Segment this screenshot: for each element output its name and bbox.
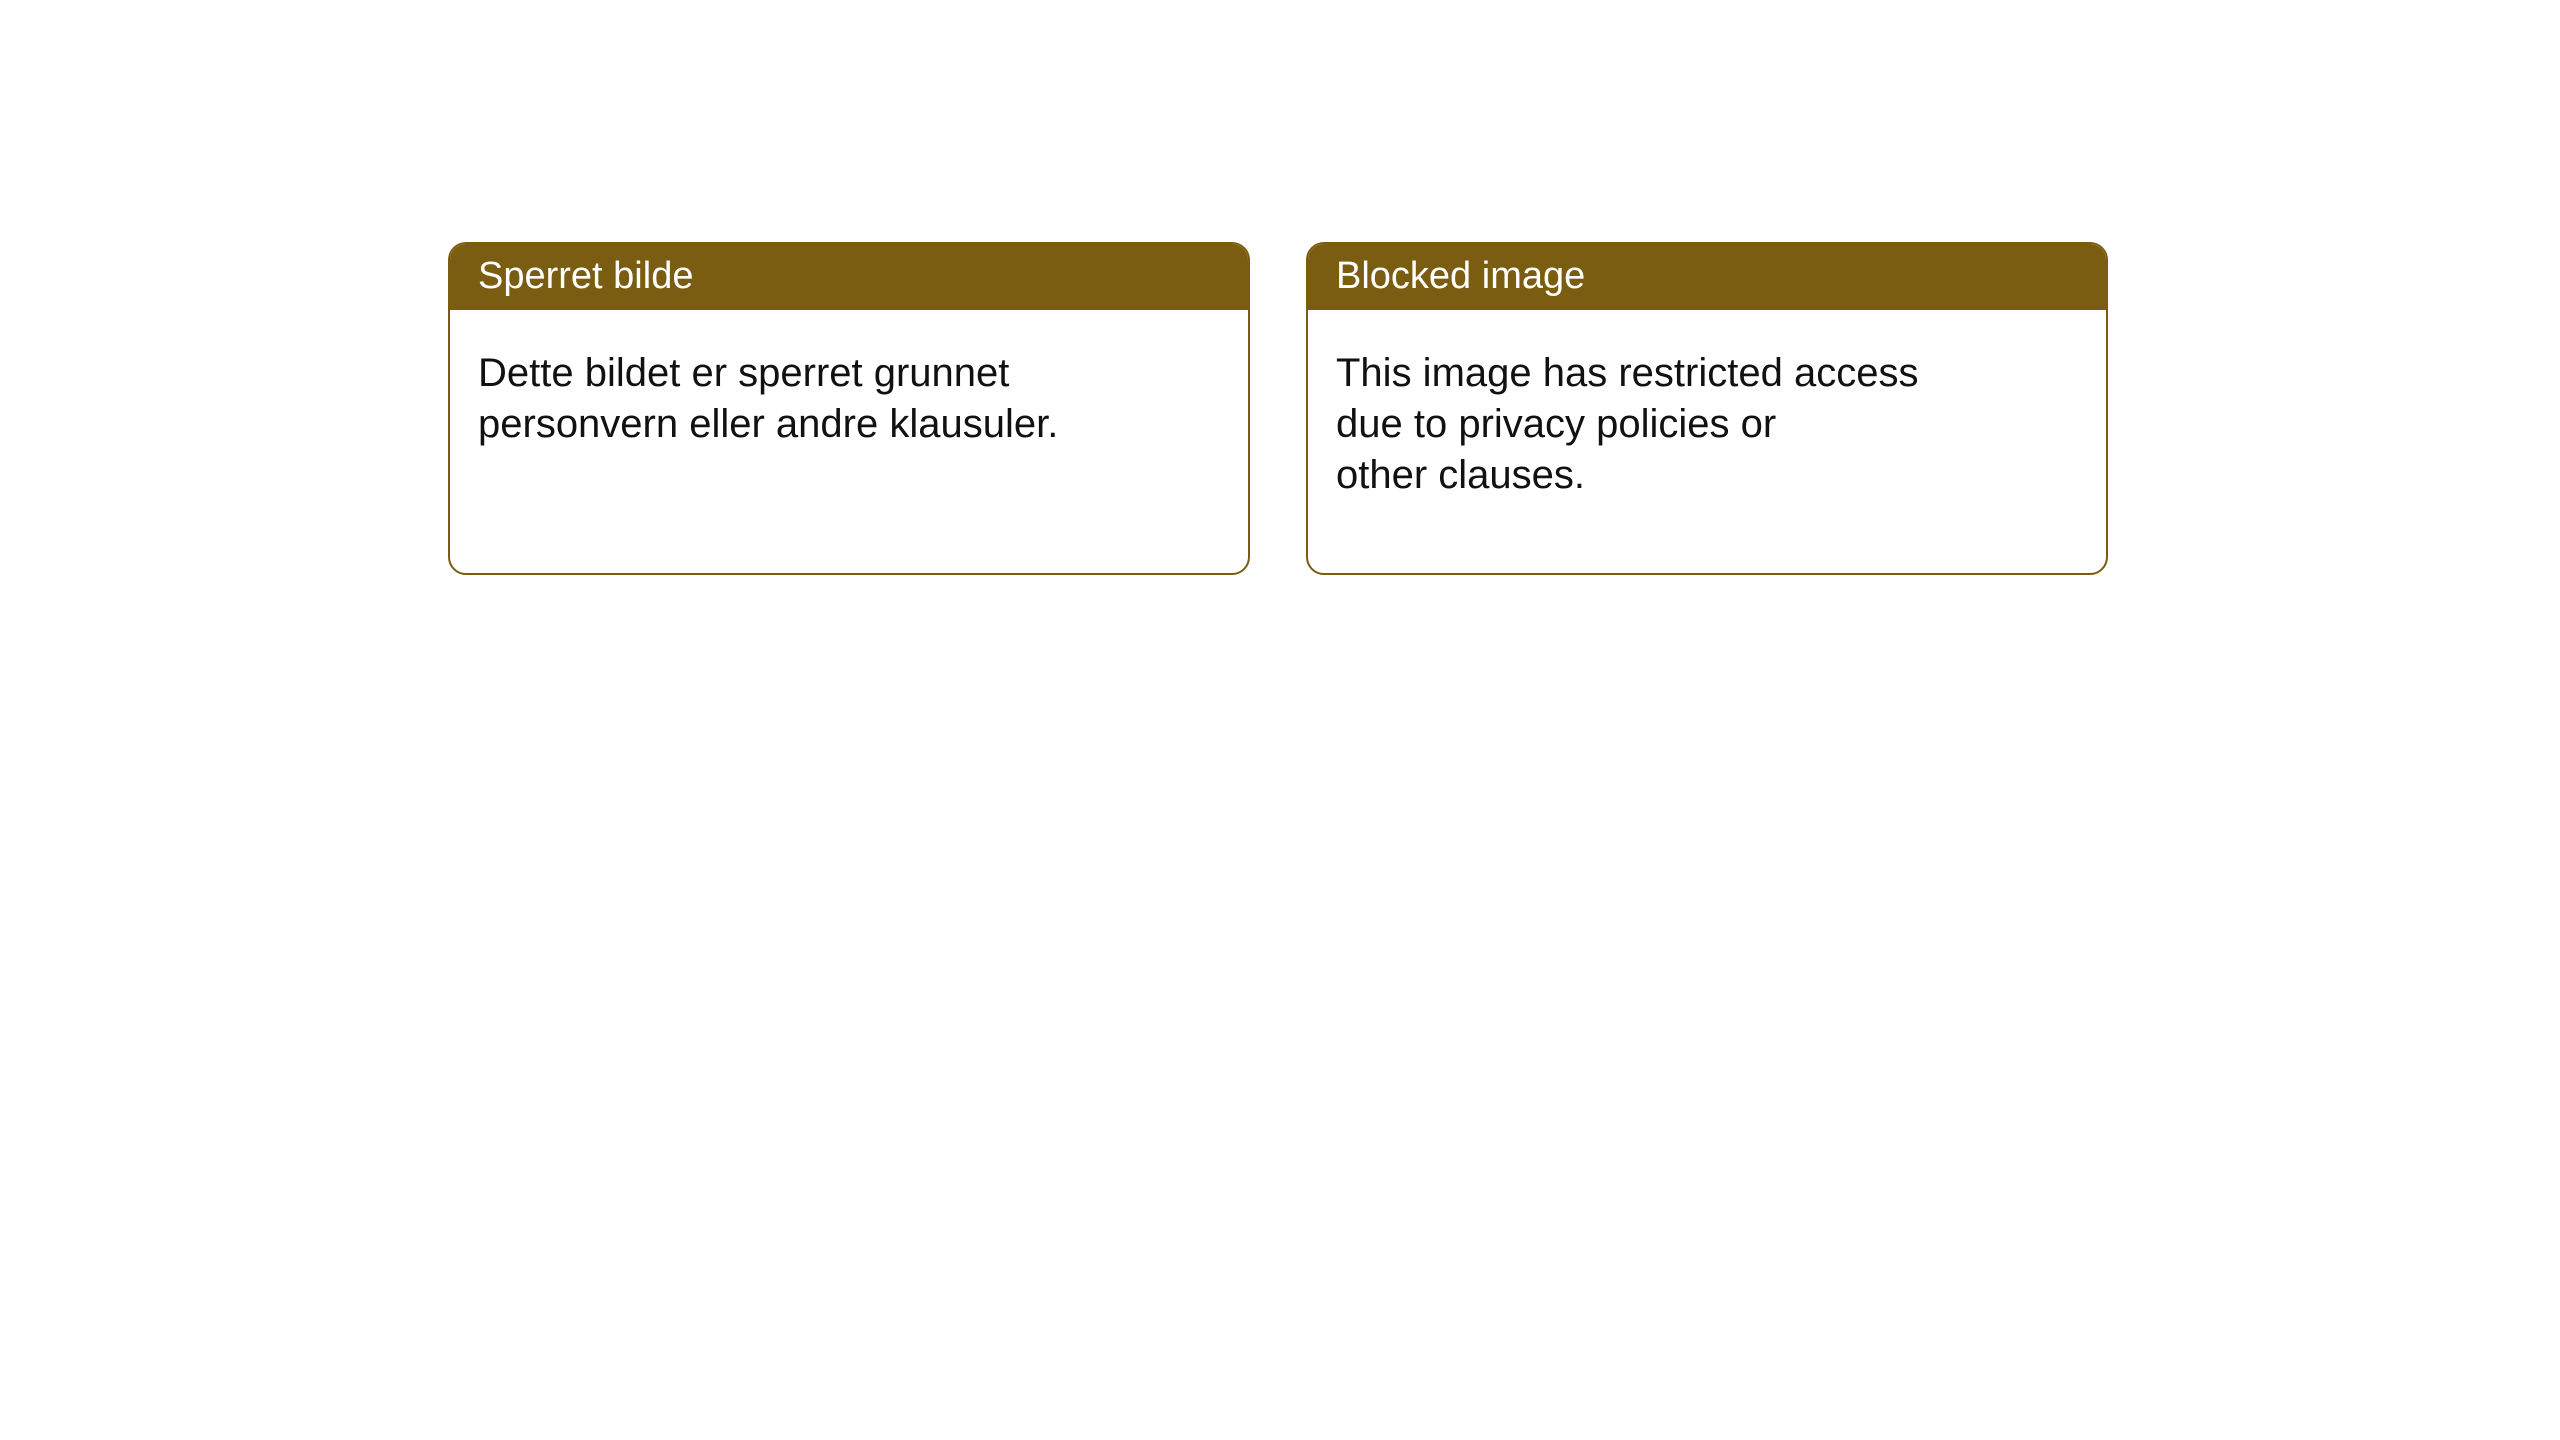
- notice-card-english: Blocked image This image has restricted …: [1306, 242, 2108, 575]
- notice-card-title: Sperret bilde: [450, 244, 1248, 310]
- notice-card-body: Dette bildet er sperret grunnet personve…: [450, 310, 1248, 478]
- notice-card-body: This image has restricted access due to …: [1308, 310, 2106, 530]
- notice-card-title: Blocked image: [1308, 244, 2106, 310]
- notice-cards-row: Sperret bilde Dette bildet er sperret gr…: [448, 242, 2108, 575]
- notice-card-norwegian: Sperret bilde Dette bildet er sperret gr…: [448, 242, 1250, 575]
- canvas: Sperret bilde Dette bildet er sperret gr…: [0, 0, 2560, 1440]
